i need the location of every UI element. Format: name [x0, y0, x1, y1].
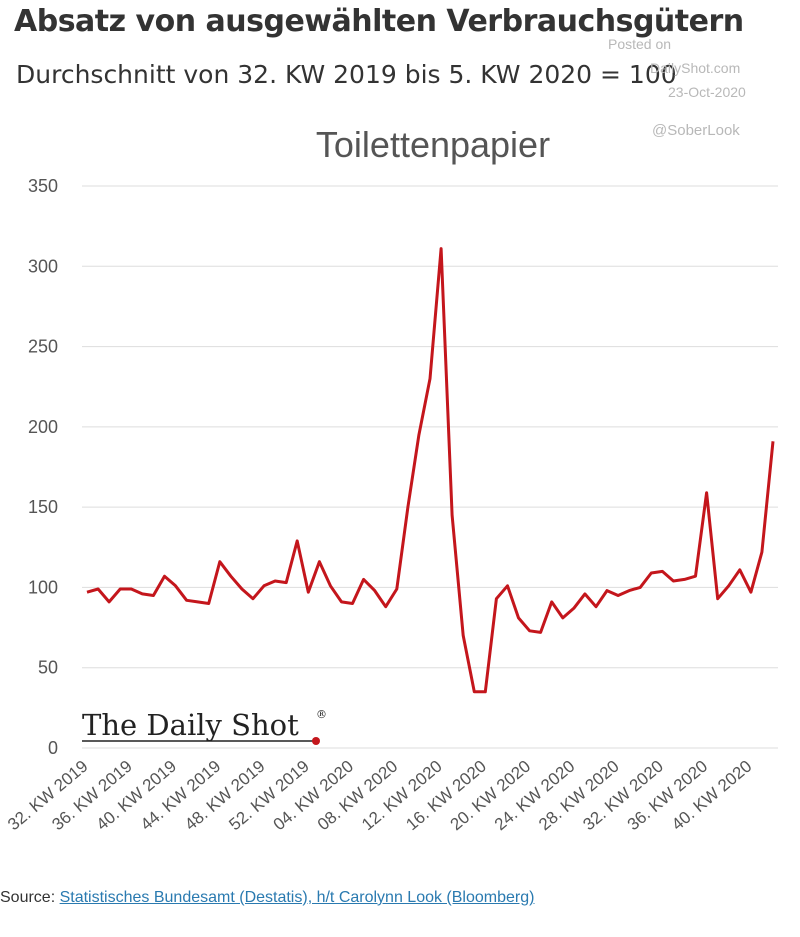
watermark-date: 23-Oct-2020 — [668, 84, 746, 100]
source-line: Source: Statistisches Bundesamt (Destati… — [0, 889, 534, 907]
y-axis-labels: 0 50 100 150 200 250 300 350 — [28, 176, 58, 758]
series-line-toilettenpapier — [86, 247, 775, 694]
source-link[interactable]: Statistisches Bundesamt (Destatis), h/t … — [59, 889, 535, 906]
logo-text: The Daily Shot — [82, 708, 299, 742]
y-tick-label: 300 — [28, 256, 58, 276]
source-label: Source: — [0, 889, 56, 906]
logo-registered-mark: ® — [316, 708, 327, 721]
y-tick-label: 150 — [28, 497, 58, 517]
gridlines — [82, 185, 778, 749]
watermark-posted: Posted on — [608, 36, 672, 52]
y-tick-label: 350 — [28, 176, 58, 196]
chart-subtitle: Durchschnitt von 32. KW 2019 bis 5. KW 2… — [16, 60, 677, 89]
y-tick-label: 100 — [28, 577, 58, 597]
chart-title: Absatz von ausgewählten Verbrauchsgütern — [14, 4, 744, 39]
y-tick-label: 0 — [48, 738, 58, 758]
line-chart: Toilettenpapier 0 50 100 150 200 250 300 350 32… — [4, 124, 778, 835]
y-tick-label: 200 — [28, 417, 58, 437]
watermark-site: DailyShot.com — [650, 60, 741, 76]
y-tick-label: 250 — [28, 337, 58, 357]
y-tick-label: 50 — [38, 658, 58, 678]
daily-shot-logo: The Daily Shot ® — [82, 708, 327, 745]
watermark-handle: @SoberLook — [652, 122, 740, 139]
logo-dot — [312, 737, 320, 745]
plot-title: Toilettenpapier — [316, 124, 550, 165]
